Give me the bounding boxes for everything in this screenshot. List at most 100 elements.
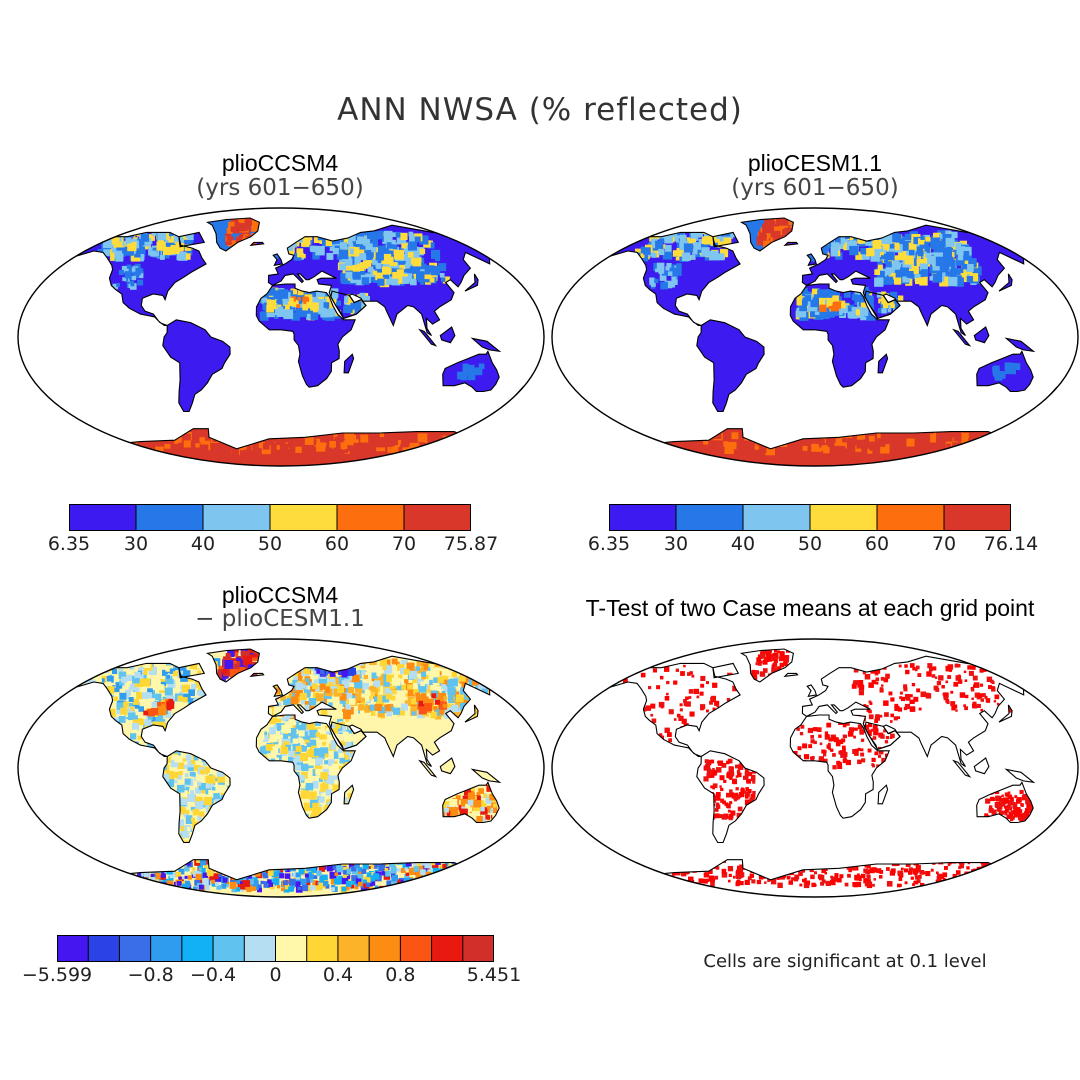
map-cell	[96, 864, 102, 870]
map-cell	[484, 430, 495, 441]
map-cell	[100, 884, 108, 892]
map-cell	[495, 710, 500, 715]
map-cell	[300, 878, 307, 885]
map-cell	[114, 717, 122, 724]
map-cell	[114, 860, 121, 867]
map-cell	[441, 439, 449, 447]
map-cell	[294, 858, 300, 863]
map-cell	[881, 291, 887, 297]
map-cell	[211, 809, 218, 816]
map-cell	[226, 810, 235, 819]
map-cell	[144, 747, 150, 752]
map-cell	[183, 809, 189, 815]
map-cell	[78, 748, 87, 757]
coastline-newZealand	[507, 386, 531, 404]
map-cell	[422, 880, 427, 885]
land-madagascar	[878, 354, 888, 373]
map-cell	[42, 726, 47, 731]
map-cell	[769, 437, 779, 447]
map-cell	[474, 367, 483, 376]
map-cell	[923, 259, 931, 267]
map-cell	[140, 885, 144, 889]
map-cell	[187, 233, 194, 240]
map-cell	[677, 228, 685, 236]
map-cell	[68, 702, 72, 709]
map-cell	[185, 882, 191, 887]
map-cell	[703, 236, 712, 245]
map-cell	[339, 263, 347, 271]
map-cell	[109, 726, 116, 733]
map-cell	[69, 864, 73, 869]
map-cell	[449, 880, 455, 886]
map-cell	[386, 710, 392, 717]
map-cell	[467, 662, 476, 671]
map-cell	[330, 770, 336, 776]
map-cell	[200, 802, 207, 808]
map-cell	[190, 738, 198, 746]
map-cell	[277, 762, 284, 770]
map-cell	[410, 704, 417, 711]
map-cell	[801, 239, 807, 245]
map-cell	[491, 711, 500, 720]
map-cell	[963, 251, 970, 257]
coastline-madagascar	[877, 353, 889, 374]
map-cell	[279, 805, 286, 812]
map-cell	[244, 239, 251, 246]
map-cell	[320, 308, 329, 318]
map-cell	[346, 706, 354, 715]
map-cell	[165, 828, 173, 836]
map-cell	[234, 438, 239, 443]
map-cell	[451, 866, 458, 873]
map-cell	[100, 716, 106, 722]
map-cell	[130, 282, 135, 287]
map-cell	[273, 247, 278, 252]
map-cell	[186, 249, 193, 256]
map-cell	[473, 437, 480, 444]
map-cell	[100, 737, 107, 744]
map-cell	[488, 870, 493, 874]
map-cell	[151, 863, 156, 868]
map-cell	[114, 722, 120, 728]
map-cell	[145, 883, 150, 888]
map-cell	[271, 746, 279, 754]
map-cell	[1000, 439, 1005, 444]
map-cell	[88, 666, 95, 672]
map-cell	[257, 806, 266, 815]
map-cell	[698, 238, 704, 245]
map-cell	[459, 681, 468, 690]
map-cell	[460, 698, 468, 706]
map-cell	[814, 233, 821, 239]
map-cell	[87, 440, 92, 446]
map-cell	[686, 442, 694, 450]
map-cell	[157, 861, 162, 866]
map-cell	[288, 749, 295, 756]
map-cell	[327, 801, 332, 807]
map-cell	[214, 861, 220, 867]
map-cell	[270, 231, 279, 239]
map-cell	[363, 876, 371, 884]
map-cell	[102, 857, 107, 861]
map-cell	[216, 763, 225, 771]
map-cell	[631, 438, 637, 445]
map-cell	[466, 860, 471, 864]
map-cell	[74, 691, 83, 700]
map-cell	[440, 277, 446, 282]
map-cell	[283, 886, 290, 893]
map-cell	[285, 730, 291, 737]
map-cell	[71, 861, 75, 866]
map-cell	[358, 881, 363, 887]
map-cell	[122, 858, 127, 863]
map-cell	[280, 789, 287, 796]
map-cell	[171, 830, 177, 836]
map-cell	[184, 716, 191, 723]
map-cell	[330, 775, 339, 784]
map-cell	[102, 239, 112, 249]
map-cell	[81, 746, 89, 754]
map-cell	[818, 232, 824, 237]
map-cell	[981, 442, 991, 452]
map-cell	[150, 883, 156, 889]
map-cell	[392, 272, 399, 279]
map-cell	[259, 855, 263, 859]
map-cell	[614, 438, 624, 448]
map-cell	[888, 259, 896, 267]
